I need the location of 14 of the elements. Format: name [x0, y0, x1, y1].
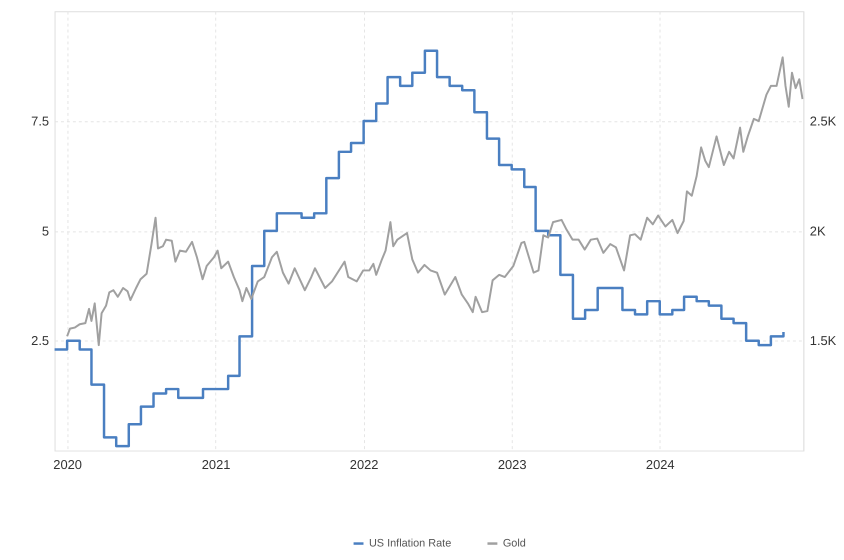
x-tick-label: 2020: [53, 456, 82, 472]
x-tick-label: 2021: [202, 456, 230, 472]
y2-tick-label: 2.5K: [810, 114, 837, 129]
y2-tick-label: 1.5K: [810, 333, 837, 348]
y-tick-label: 2.5: [31, 333, 50, 348]
line-series: [66, 56, 804, 346]
legend-label: US Inflation Rate: [368, 538, 452, 550]
x-tick-label: 2024: [646, 456, 675, 472]
y-tick-label: 7.5: [31, 114, 50, 129]
y2-tick-label: 2K: [810, 223, 826, 238]
x-tick-label: 2023: [498, 456, 527, 472]
x-tick-label: 2022: [350, 456, 378, 472]
y-tick-label: 5: [42, 223, 50, 238]
legend-label: Gold: [502, 538, 526, 550]
